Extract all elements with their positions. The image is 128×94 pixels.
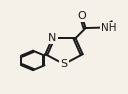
Text: S: S — [60, 59, 68, 69]
Text: O: O — [77, 11, 86, 21]
Text: N: N — [48, 33, 57, 43]
Text: NH: NH — [101, 23, 117, 33]
